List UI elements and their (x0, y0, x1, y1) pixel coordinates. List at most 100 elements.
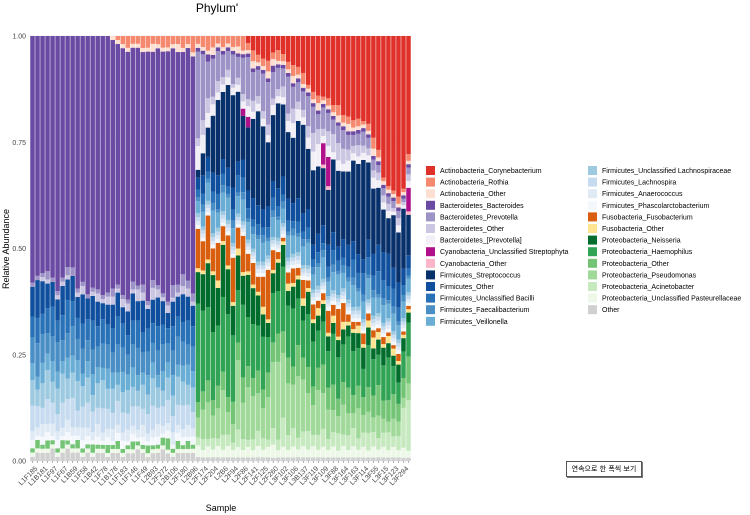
bar-segment (391, 194, 396, 198)
bar-segment (110, 296, 115, 305)
bar-segment (346, 413, 351, 436)
bar-segment (145, 305, 151, 309)
bar-segment (210, 244, 216, 249)
bar-segment (225, 235, 231, 266)
bar-segment (310, 91, 316, 100)
bar-segment (215, 47, 221, 52)
bar-segment (215, 193, 221, 210)
bar-segment (145, 308, 151, 329)
bar-segment (300, 305, 306, 321)
bar-segment (65, 378, 70, 400)
bar-segment (401, 321, 406, 325)
bar-segment (225, 77, 231, 85)
bar-segment (300, 87, 306, 92)
bar-segment (305, 366, 311, 394)
bar-segment (381, 181, 386, 185)
bar-segment (275, 188, 281, 206)
bar-segment (175, 296, 181, 317)
continuous-view-button[interactable]: 연속으로 한 폭씩 보기 (566, 461, 642, 477)
bar-segment (235, 196, 241, 214)
bar-segment (406, 309, 411, 313)
legend-swatch (588, 270, 597, 280)
bar-segment (125, 374, 131, 391)
bar-segment (406, 312, 411, 323)
bar-segment (346, 325, 351, 337)
bar-segment (321, 136, 326, 144)
bar-segment (190, 411, 196, 429)
bar-segment (240, 457, 246, 461)
bar-segment (396, 350, 401, 354)
bar-segment (295, 279, 301, 299)
bar-segment (275, 252, 281, 260)
bar-segment (376, 457, 381, 461)
bar-segment (235, 429, 241, 448)
legend-swatch (588, 282, 597, 291)
bar-segment (190, 301, 196, 306)
bar-segment (260, 118, 266, 127)
bar-segment (45, 423, 50, 433)
bar-segment (230, 250, 236, 255)
bar-segment (200, 237, 206, 242)
bar-segment (361, 326, 366, 330)
bar-segment (210, 457, 216, 461)
bar-segment (280, 223, 286, 227)
bar-segment (386, 253, 391, 286)
bar-segment (326, 156, 331, 187)
bar-segment (175, 404, 181, 425)
bar-segment (250, 450, 256, 458)
bar-segment (50, 436, 55, 441)
bar-segment (245, 274, 251, 317)
bar-segment (295, 109, 301, 121)
bar-segment (406, 302, 411, 306)
bar-segment (341, 272, 346, 288)
bar-segment (150, 453, 156, 461)
bar-segment (35, 36, 40, 276)
legend-label: Firmicutes_Unclassified Lachnospiraceae (602, 168, 731, 175)
bar-segment (406, 181, 411, 188)
bar-segment (331, 152, 336, 160)
bar-segment (165, 449, 171, 454)
bar-segment (35, 343, 40, 377)
bar-segment (406, 383, 411, 401)
bar-segment (215, 175, 221, 194)
bar-segment (341, 265, 346, 273)
bar-segment (240, 36, 246, 51)
bar-segment (115, 432, 120, 441)
bar-segment (341, 445, 346, 458)
bar-segment (346, 123, 351, 132)
bar-segment (285, 121, 291, 133)
bar-segment (316, 263, 321, 268)
bar-segment (170, 452, 176, 457)
bar-segment (105, 436, 110, 445)
bar-segment (376, 149, 381, 158)
bar-segment (371, 359, 376, 396)
bar-segment (175, 36, 181, 45)
bar-segment (70, 452, 75, 461)
bar-segment (346, 303, 351, 308)
bar-segment (305, 126, 311, 138)
bar-segment (80, 348, 85, 374)
bar-segment (290, 123, 296, 138)
bar-segment (391, 446, 396, 458)
bar-segment (70, 397, 75, 428)
bar-segment (356, 287, 361, 292)
bar-segment (70, 275, 75, 302)
bar-segment (406, 211, 411, 215)
bar-segment (205, 182, 211, 201)
bar-segment (305, 276, 311, 281)
bar-segment (280, 104, 286, 177)
bar-segment (230, 257, 236, 303)
bar-segment (170, 48, 176, 286)
bar-segment (220, 218, 226, 223)
bar-segment (260, 36, 266, 59)
bar-segment (130, 449, 136, 454)
bar-segment (165, 453, 171, 461)
bar-segment (371, 170, 376, 178)
bar-segment (371, 159, 376, 171)
bar-segment (230, 254, 236, 258)
bar-segment (351, 131, 356, 135)
bar-segment (145, 301, 151, 306)
bar-segment (386, 400, 391, 422)
bar-segment (230, 84, 236, 88)
bar-segment (165, 51, 171, 302)
